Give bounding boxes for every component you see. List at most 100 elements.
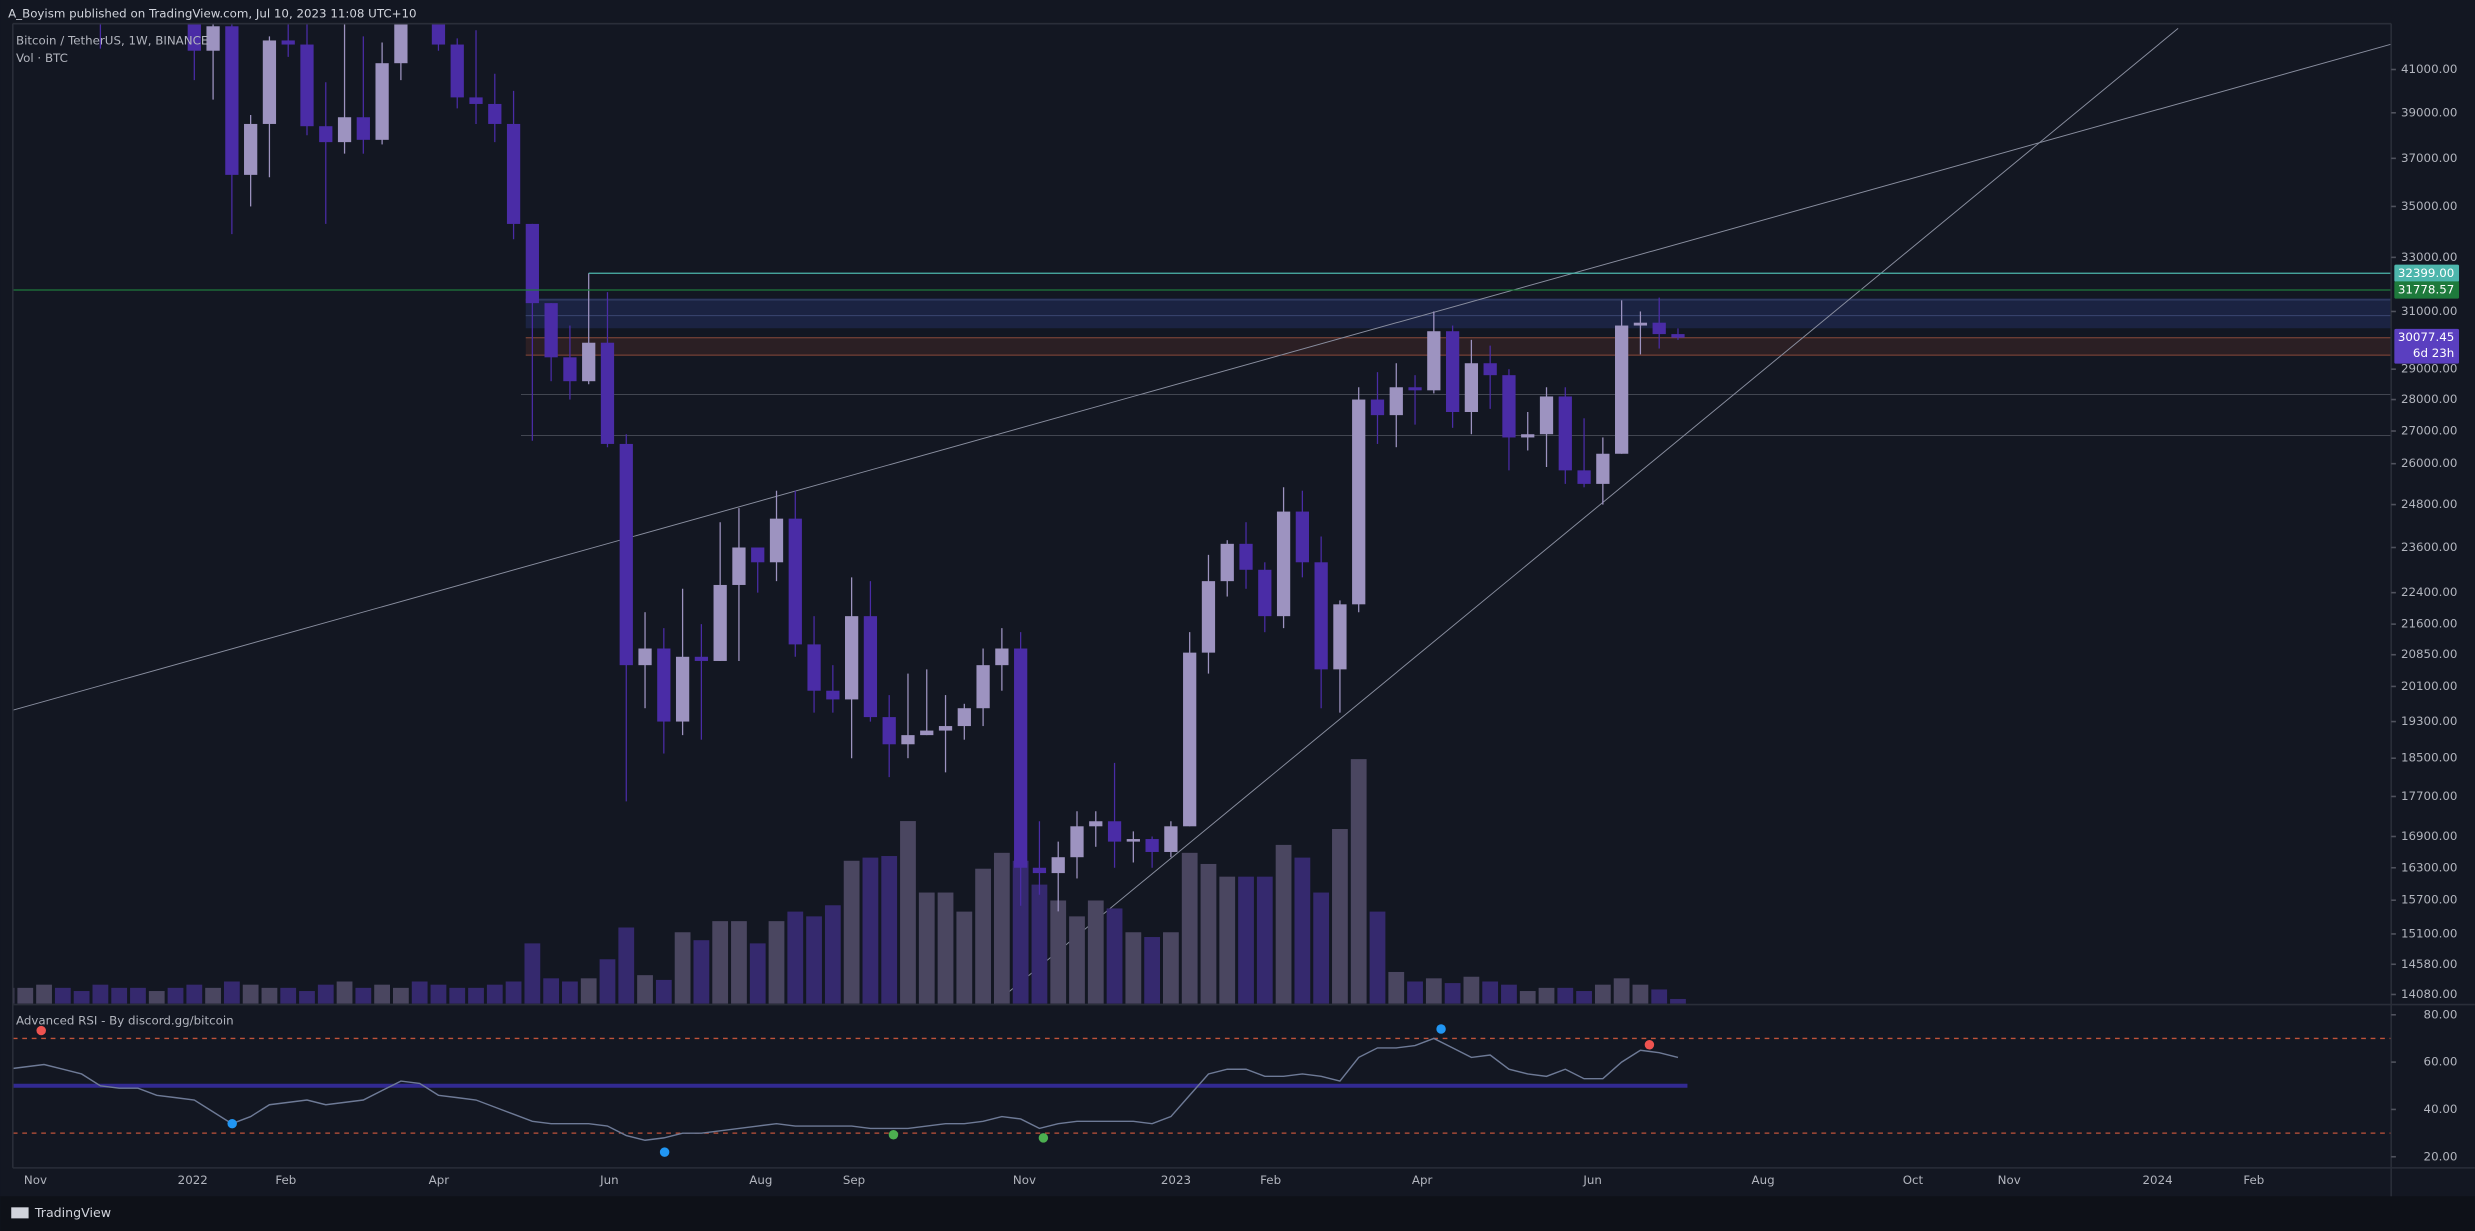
volume-bar <box>580 978 597 1004</box>
candle-body <box>244 123 258 175</box>
volume-bar <box>918 892 935 1004</box>
brand: TradingView <box>34 1205 111 1220</box>
candle-body <box>788 518 802 645</box>
volume-bar <box>1444 983 1461 1004</box>
volume-bar <box>374 984 391 1004</box>
volume-bar <box>1594 984 1611 1004</box>
candle-body <box>356 117 370 140</box>
x-tick-label: Sep <box>843 1173 865 1187</box>
candle-body <box>1164 826 1178 852</box>
volume-bar <box>36 984 52 1004</box>
volume-bar <box>1106 908 1123 1004</box>
volume-bar <box>449 987 466 1004</box>
candle-body <box>450 44 464 98</box>
candle-body <box>1558 396 1572 471</box>
rsi-marks <box>12 1037 2392 1141</box>
volume-bar <box>1350 759 1367 1004</box>
volume-bar <box>712 921 729 1004</box>
y-tick-label: 40.00 <box>2424 1102 2458 1116</box>
candle-body <box>1427 331 1441 391</box>
volume-bar <box>505 981 522 1004</box>
candle-body <box>1445 331 1460 412</box>
volume-bar <box>1651 989 1668 1004</box>
sell-signal <box>36 1025 46 1036</box>
candle-body <box>1577 470 1591 484</box>
price-marks <box>12 23 2392 1004</box>
volume-bar <box>92 984 109 1004</box>
candle-body <box>976 665 990 709</box>
symbol-legend: Bitcoin / TetherUS, 1W, BINANCE <box>16 34 208 48</box>
candle-body <box>1596 453 1610 484</box>
volume-bar <box>1501 984 1517 1004</box>
volume-bar <box>599 959 616 1004</box>
volume-bar <box>468 987 484 1004</box>
volume-bar <box>1181 852 1198 1004</box>
volume-bar <box>1069 916 1085 1004</box>
trend-line <box>12 43 2392 711</box>
candle-body <box>431 23 446 45</box>
candle-body <box>1633 322 1648 326</box>
volume-bar <box>1219 876 1236 1004</box>
candle-body <box>300 44 314 127</box>
volume-bar <box>1144 937 1161 1004</box>
candle-body <box>394 23 408 64</box>
x-tick-label: 2024 <box>2143 1173 2173 1187</box>
volume-bar <box>881 856 898 1004</box>
y-tick-label: 39000.00 <box>2401 105 2457 119</box>
candle-body <box>694 656 709 661</box>
axes: 41000.00 39000.00 37000.00 35000.00 33000.00… <box>24 62 2460 1187</box>
x-tick-label: Apr <box>429 1173 450 1187</box>
volume-bar <box>1369 911 1386 1004</box>
candle-body <box>732 547 746 585</box>
candle-body <box>751 547 765 563</box>
candle-body <box>713 584 727 661</box>
candle-body <box>1107 821 1122 842</box>
volume-bar <box>430 984 447 1004</box>
x-tick-label: 2022 <box>178 1173 208 1187</box>
candle-body <box>1201 581 1216 653</box>
volume-bar <box>1256 876 1273 1004</box>
volume-bar <box>731 921 747 1004</box>
volume-bar <box>1519 991 1536 1004</box>
buy-signal <box>888 1129 899 1140</box>
candle-body <box>1539 396 1554 435</box>
candle-body <box>807 644 821 691</box>
volume-bar <box>1031 884 1048 1004</box>
candle-body <box>600 342 615 444</box>
sell-signal <box>1644 1040 1655 1050</box>
candle-body <box>1089 821 1103 827</box>
volume-bar <box>749 943 766 1004</box>
x-tick-label: Nov <box>1998 1173 2021 1187</box>
volume-bar <box>843 860 860 1004</box>
volume-bar <box>1313 892 1330 1004</box>
volume-bar <box>806 916 822 1004</box>
price-label-box <box>2394 328 2460 364</box>
y-tick-label: 28000.00 <box>2401 392 2457 406</box>
candle-body <box>544 303 558 358</box>
x-tick-label: Jun <box>599 1173 618 1187</box>
candle-body <box>845 616 859 700</box>
candle-body <box>638 648 652 666</box>
candle-body <box>1370 399 1385 416</box>
volume-bar <box>655 979 672 1004</box>
y-tick-label: 19300.00 <box>2401 714 2457 728</box>
main-pane <box>12 23 2392 1004</box>
x-tick-label: Aug <box>1751 1173 1774 1187</box>
candle-body <box>1615 325 1629 454</box>
candle-body <box>769 518 784 563</box>
rsi-legend: Advanced RSI - By discord.gg/bitcoin <box>16 1014 234 1028</box>
candle-body <box>657 648 671 722</box>
volume-bar <box>1050 900 1067 1004</box>
volume-bar <box>317 984 334 1004</box>
candle-body <box>1352 399 1366 605</box>
candle-body <box>506 123 521 224</box>
volume-bar <box>17 987 34 1004</box>
buy-signal <box>227 1118 237 1129</box>
x-tick-label: 2023 <box>1161 1173 1191 1187</box>
y-tick-label: 37000.00 <box>2401 151 2457 165</box>
volume-legend: Vol · BTC <box>16 51 68 65</box>
y-tick-label: 26000.00 <box>2401 456 2457 470</box>
